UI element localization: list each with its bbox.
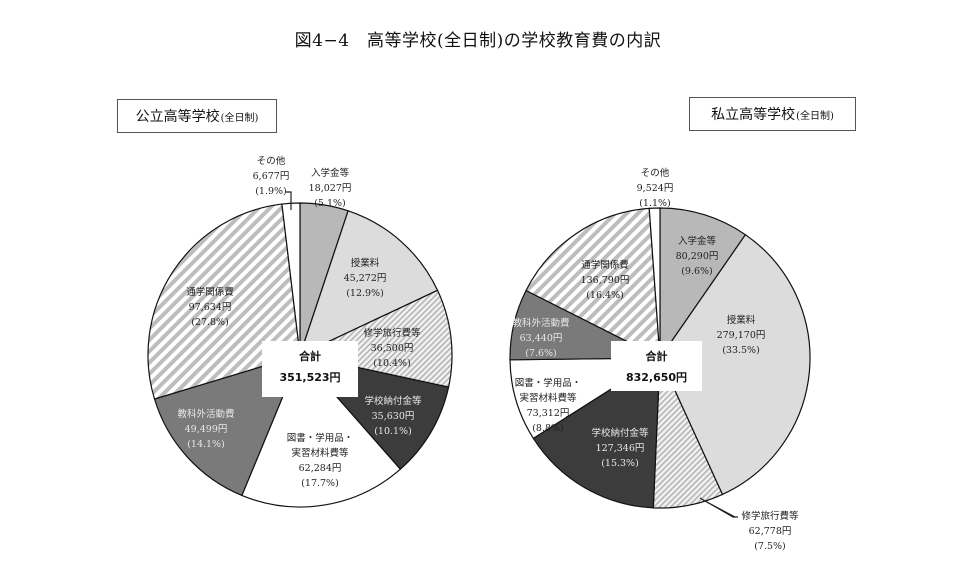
slice-label: 図書・学用品・ xyxy=(287,432,354,444)
slice-label: 6,677円 xyxy=(253,171,290,182)
private-total-value: 832,650円 xyxy=(625,371,688,384)
figure-title: 図4−4 高等学校(全日制)の学校教育費の内訳 xyxy=(294,31,662,51)
slice-label: (12.9%) xyxy=(346,288,384,299)
slice-label: 学校納付金等 xyxy=(364,395,422,407)
pie-slice xyxy=(525,207,661,360)
slice-label: 実習材料費等 xyxy=(291,447,349,459)
slice-label: 45,272円 xyxy=(344,273,387,284)
slice-label: 教科外活動費 xyxy=(512,317,569,329)
slice-label: 入学金等 xyxy=(678,235,717,247)
slice-label: (5.1%) xyxy=(314,198,346,209)
slice-label: 62,284円 xyxy=(299,463,342,474)
slice-label: その他 xyxy=(257,155,286,167)
slice-label: (10.4%) xyxy=(373,358,411,369)
public-total-label: 合計 xyxy=(299,350,321,363)
public-panel-title-suffix: (全日制) xyxy=(220,112,259,124)
slice-label: 136,790円 xyxy=(581,275,630,286)
private-panel-title-text: 私立高等学校 xyxy=(711,107,796,123)
slice-label: 授業料 xyxy=(727,314,756,326)
slice-label: (33.5%) xyxy=(722,345,760,356)
slice-label: (1.1%) xyxy=(639,198,671,209)
slice-label: 35,630円 xyxy=(372,411,415,422)
slice-label: 修学旅行費等 xyxy=(363,327,421,339)
pie-slice xyxy=(298,210,439,357)
slice-label: 62,778円 xyxy=(749,526,792,537)
slice-label: 教科外活動費 xyxy=(177,408,234,420)
pie-slice xyxy=(241,353,402,508)
slice-label: (16.4%) xyxy=(586,290,624,301)
slice-label: 80,290円 xyxy=(676,251,719,262)
public-total-box: 合計 351,523円 xyxy=(262,341,358,397)
leader-line xyxy=(286,191,292,210)
slice-label: 127,346円 xyxy=(596,443,645,454)
public-total-value: 351,523円 xyxy=(279,371,341,384)
slice-label: 通学関係費 xyxy=(581,259,629,271)
pie-slice xyxy=(532,356,661,509)
slice-label: (10.1%) xyxy=(374,426,412,437)
slice-label: (14.1%) xyxy=(187,439,225,450)
slice-label: 通学関係費 xyxy=(186,286,234,298)
slice-label: 73,312円 xyxy=(527,408,570,419)
slice-label: (7.6%) xyxy=(525,348,557,359)
slice-label: 実習材料費等 xyxy=(519,392,577,404)
slice-label: 97,634円 xyxy=(189,302,232,313)
private-total-box: 合計 832,650円 xyxy=(611,341,702,391)
private-total-label: 合計 xyxy=(645,350,668,363)
slice-label: (17.7%) xyxy=(301,478,339,489)
slice-label: その他 xyxy=(641,167,670,179)
slice-label: (7.5%) xyxy=(754,541,786,552)
private-panel-title: 私立高等学校 (全日制) xyxy=(689,97,856,131)
slice-label: 18,027円 xyxy=(309,183,352,194)
slice-label: 63,440円 xyxy=(520,333,563,344)
pie-slice xyxy=(659,207,747,360)
pie-slice xyxy=(659,233,811,496)
slice-label: 49,499円 xyxy=(185,424,228,435)
slice-label: (1.9%) xyxy=(255,186,287,197)
private-pie xyxy=(509,207,811,509)
slice-label: 学校納付金等 xyxy=(591,427,649,439)
slice-label: 36,500円 xyxy=(371,343,414,354)
slice-label: 修学旅行費等 xyxy=(741,510,799,522)
slice-label: (9.6%) xyxy=(681,266,713,277)
slice-label: (8.8%) xyxy=(532,423,564,434)
slice-labels: 入学金等 18,027円 (5.1%) 授業料 45,272円 (12.9%) 修学旅行費等… xyxy=(177,155,799,552)
public-panel-title: 公立高等学校 (全日制) xyxy=(117,99,277,133)
private-panel-title-suffix: (全日制) xyxy=(796,110,834,122)
slice-label: 9,524円 xyxy=(637,183,674,194)
leader-line xyxy=(699,497,738,518)
slice-label: (15.3%) xyxy=(601,458,639,469)
slice-label: 279,170円 xyxy=(717,330,766,341)
slice-label: 図書・学用品・ xyxy=(515,377,582,389)
slice-label: 授業料 xyxy=(351,257,380,269)
pie-slice xyxy=(648,207,661,359)
slice-label: 入学金等 xyxy=(311,167,350,179)
public-panel-title-text: 公立高等学校 xyxy=(135,109,220,125)
slice-label: (27.8%) xyxy=(191,317,229,328)
